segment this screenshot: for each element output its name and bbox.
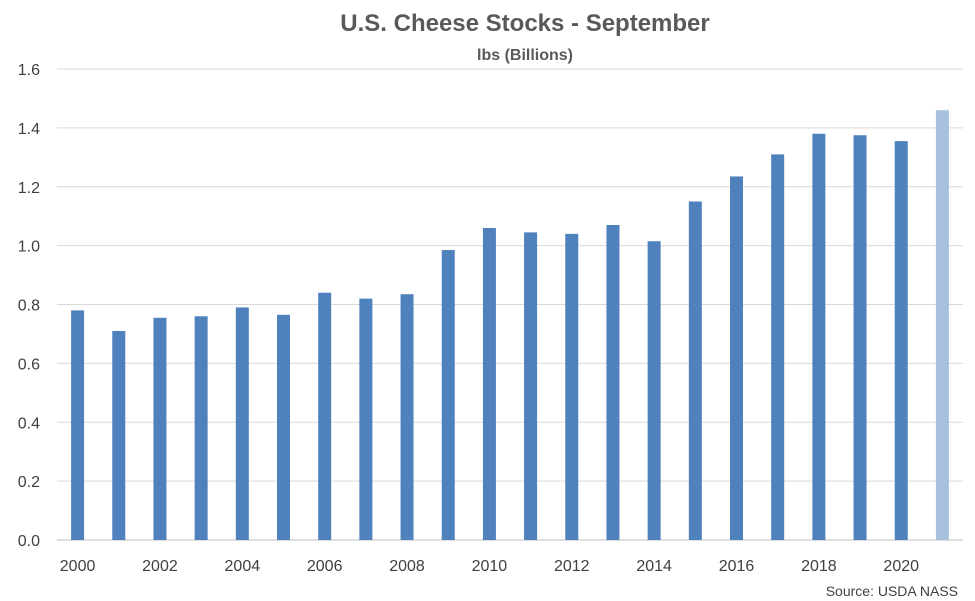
bar-2002 <box>153 317 167 540</box>
x-tick-label: 2016 <box>719 558 755 575</box>
y-tick-label: 0.6 <box>18 356 40 373</box>
y-axis-ticks: 0.0 0.2 0.4 0.6 0.8 1.0 1.2 1.4 1.6 <box>18 62 40 550</box>
bar-2015 <box>688 201 702 540</box>
bar-2006 <box>318 292 332 540</box>
bar-2007 <box>359 298 373 540</box>
bar-2019 <box>853 135 867 540</box>
bar-2021 <box>935 110 949 541</box>
x-tick-label: 2020 <box>883 558 919 575</box>
bar-2003 <box>194 316 208 540</box>
bar-2017 <box>771 154 785 540</box>
y-tick-label: 0.0 <box>18 533 40 550</box>
bar-2012 <box>565 233 579 540</box>
x-axis-ticks: 2000 2002 2004 2006 2008 2010 2012 2014 2016 2018… <box>60 558 919 575</box>
y-tick-label: 1.6 <box>18 62 40 79</box>
x-tick-label: 2000 <box>60 558 96 575</box>
bars <box>71 110 949 541</box>
x-tick-label: 2006 <box>307 558 343 575</box>
y-tick-label: 0.2 <box>18 474 40 491</box>
bar-2000 <box>71 310 85 540</box>
bar-2004 <box>235 307 249 540</box>
bar-2009 <box>441 250 455 540</box>
y-tick-label: 1.2 <box>18 180 40 197</box>
bar-2005 <box>277 314 290 540</box>
bar-2008 <box>400 294 414 540</box>
bar-2010 <box>482 227 496 540</box>
x-tick-label: 2018 <box>801 558 837 575</box>
x-tick-label: 2014 <box>636 558 672 575</box>
gridlines <box>57 68 963 541</box>
chart-subtitle: lbs (Billions) <box>477 47 573 64</box>
bar-2018 <box>812 133 826 540</box>
bar-2001 <box>112 330 126 540</box>
bar-2014 <box>647 241 661 540</box>
x-tick-label: 2012 <box>554 558 590 575</box>
source-note: Source: USDA NASS <box>826 583 958 599</box>
bar-2011 <box>524 232 538 541</box>
y-tick-label: 1.0 <box>18 239 40 256</box>
bar-2020 <box>894 141 908 540</box>
bar-2013 <box>606 225 620 541</box>
bar-2016 <box>730 176 743 540</box>
y-tick-label: 0.4 <box>18 415 40 432</box>
x-tick-label: 2004 <box>225 558 261 575</box>
x-tick-label: 2002 <box>142 558 178 575</box>
x-tick-label: 2010 <box>472 558 508 575</box>
y-tick-label: 1.4 <box>18 121 40 138</box>
y-tick-label: 0.8 <box>18 298 40 315</box>
chart-title: U.S. Cheese Stocks - September <box>340 10 709 37</box>
x-tick-label: 2008 <box>389 558 425 575</box>
